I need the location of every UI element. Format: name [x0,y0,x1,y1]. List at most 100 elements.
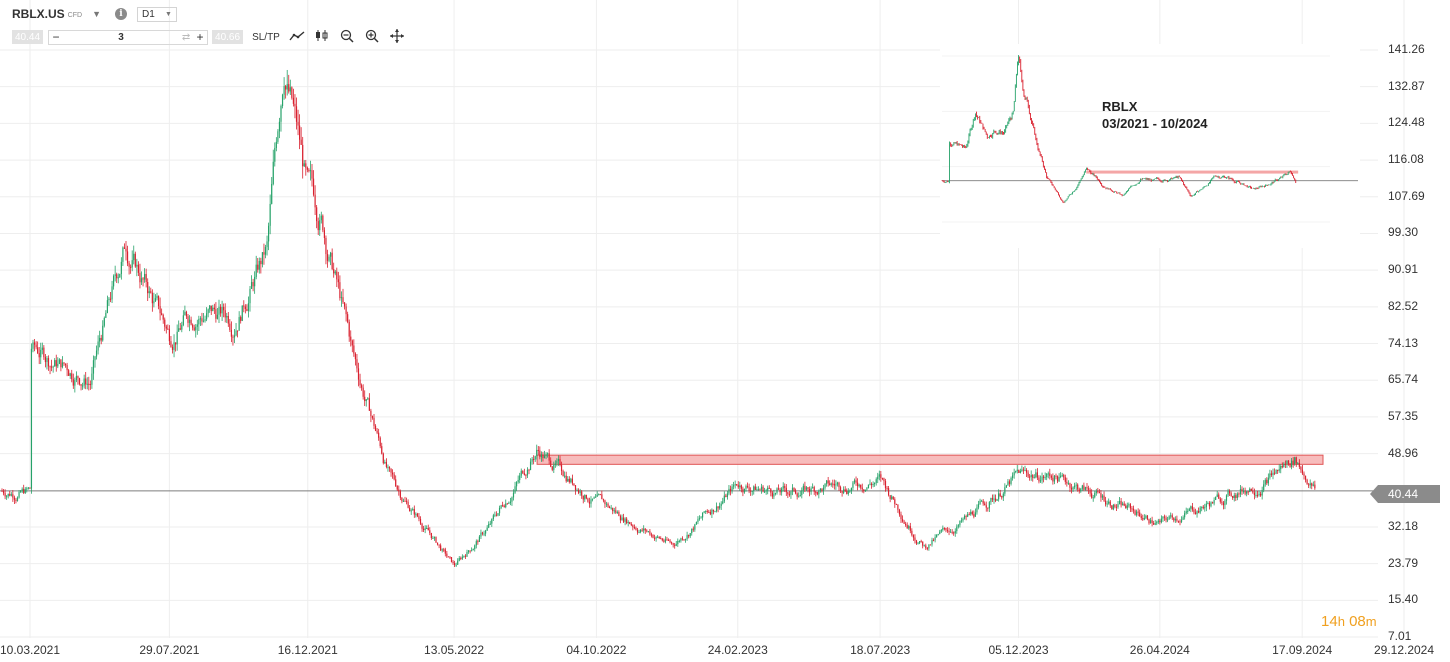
candle-up [1024,470,1026,472]
candle-down [223,306,225,311]
candle-up [627,522,629,524]
candle-down [1070,487,1073,490]
sltp-button[interactable]: SL/TP [252,31,280,43]
candle-down [667,539,670,541]
candle-down [379,437,381,447]
candle-down [884,481,887,489]
candle-up [365,399,367,402]
candle-up [830,483,832,485]
symbol-name[interactable]: RBLX.US [12,7,65,21]
candle-up [847,490,849,494]
candle-down [392,472,394,475]
candle-up [1246,491,1248,494]
candle-up [1185,511,1187,514]
zoom-in-icon[interactable] [364,29,380,46]
candle-up [258,260,260,270]
candle-down [351,340,353,346]
candle-down [948,531,950,533]
candle-down [1105,500,1107,505]
candle-up [1012,475,1014,479]
candle-down [297,121,299,126]
candle-up [1242,490,1245,492]
sell-price-button[interactable]: 40.44 [12,30,44,44]
candle-down [618,511,620,517]
candle-down [787,492,789,495]
y-tick-label: 124.48 [1388,115,1425,130]
candle-down [306,167,308,170]
candle-down [973,514,975,517]
candle-down [192,324,194,328]
candle-down [560,465,563,472]
info-icon[interactable]: i [114,8,127,20]
candle-up [309,170,312,172]
candle-down [1069,483,1071,488]
candle-down [413,509,415,515]
candle-up [206,313,208,320]
candle-down [376,430,378,433]
candle-up [178,328,180,332]
candle-down [1018,469,1020,473]
candle-down [63,362,65,364]
candle-up [1174,518,1176,521]
candle-up [917,543,919,545]
candle-up [1167,519,1169,521]
candle-down [243,305,245,307]
buy-price-button[interactable]: 40.66 [212,30,244,44]
candle-down [1277,469,1279,471]
candle-up [556,460,558,464]
candle-down [1238,493,1240,495]
candle-down [339,282,341,299]
candle-down [1027,472,1029,477]
candle-up [272,161,274,184]
candle-up [753,486,755,492]
quantity-input[interactable]: 3 [118,31,124,43]
candle-down [578,490,580,493]
candlestick-icon[interactable] [314,29,330,45]
timeframe-select[interactable]: D1 ▼ [136,6,177,22]
candle-down [1306,479,1308,485]
candle-up [822,487,825,492]
candle-down [311,170,313,179]
candle-down [729,488,732,492]
crosshair-icon[interactable] [389,28,405,46]
candle-down [660,538,662,540]
candle-up [931,539,933,545]
increase-button[interactable]: + [196,30,204,44]
swap-icon[interactable]: ⇄ [181,31,191,43]
candle-down [1078,489,1080,492]
candle-up [1233,495,1235,499]
candle-up [819,488,821,491]
candle-down [709,511,711,515]
candle-down [846,491,848,494]
candle-down [137,264,139,273]
candle-down [440,545,442,551]
candle-up [1030,475,1032,477]
candle-down [615,510,617,513]
candle-down [559,459,561,466]
candle-down [759,489,761,491]
decrease-button[interactable]: − [52,30,60,44]
candle-up [557,459,560,461]
candle-up [334,271,336,274]
quantity-stepper[interactable]: − 3 ⇄ + [48,29,209,45]
candle-down [650,534,653,536]
candle-down [257,264,259,270]
chevron-down-icon[interactable]: ▼ [92,9,101,19]
candle-down [785,487,787,493]
zoom-out-icon[interactable] [339,29,355,46]
candle-down [481,532,484,534]
candle-down [750,490,752,492]
candle-up [1005,485,1007,488]
candle-down [607,503,609,507]
candle-up [92,360,95,374]
line-chart-icon[interactable] [289,30,305,45]
candle-down [844,489,846,492]
candle-up [1258,493,1260,496]
candle-down [985,505,987,508]
candle-down [232,336,234,338]
candle-down [779,489,781,493]
candle-up [928,544,930,549]
candle-up [486,527,488,531]
candle-down [762,486,764,492]
